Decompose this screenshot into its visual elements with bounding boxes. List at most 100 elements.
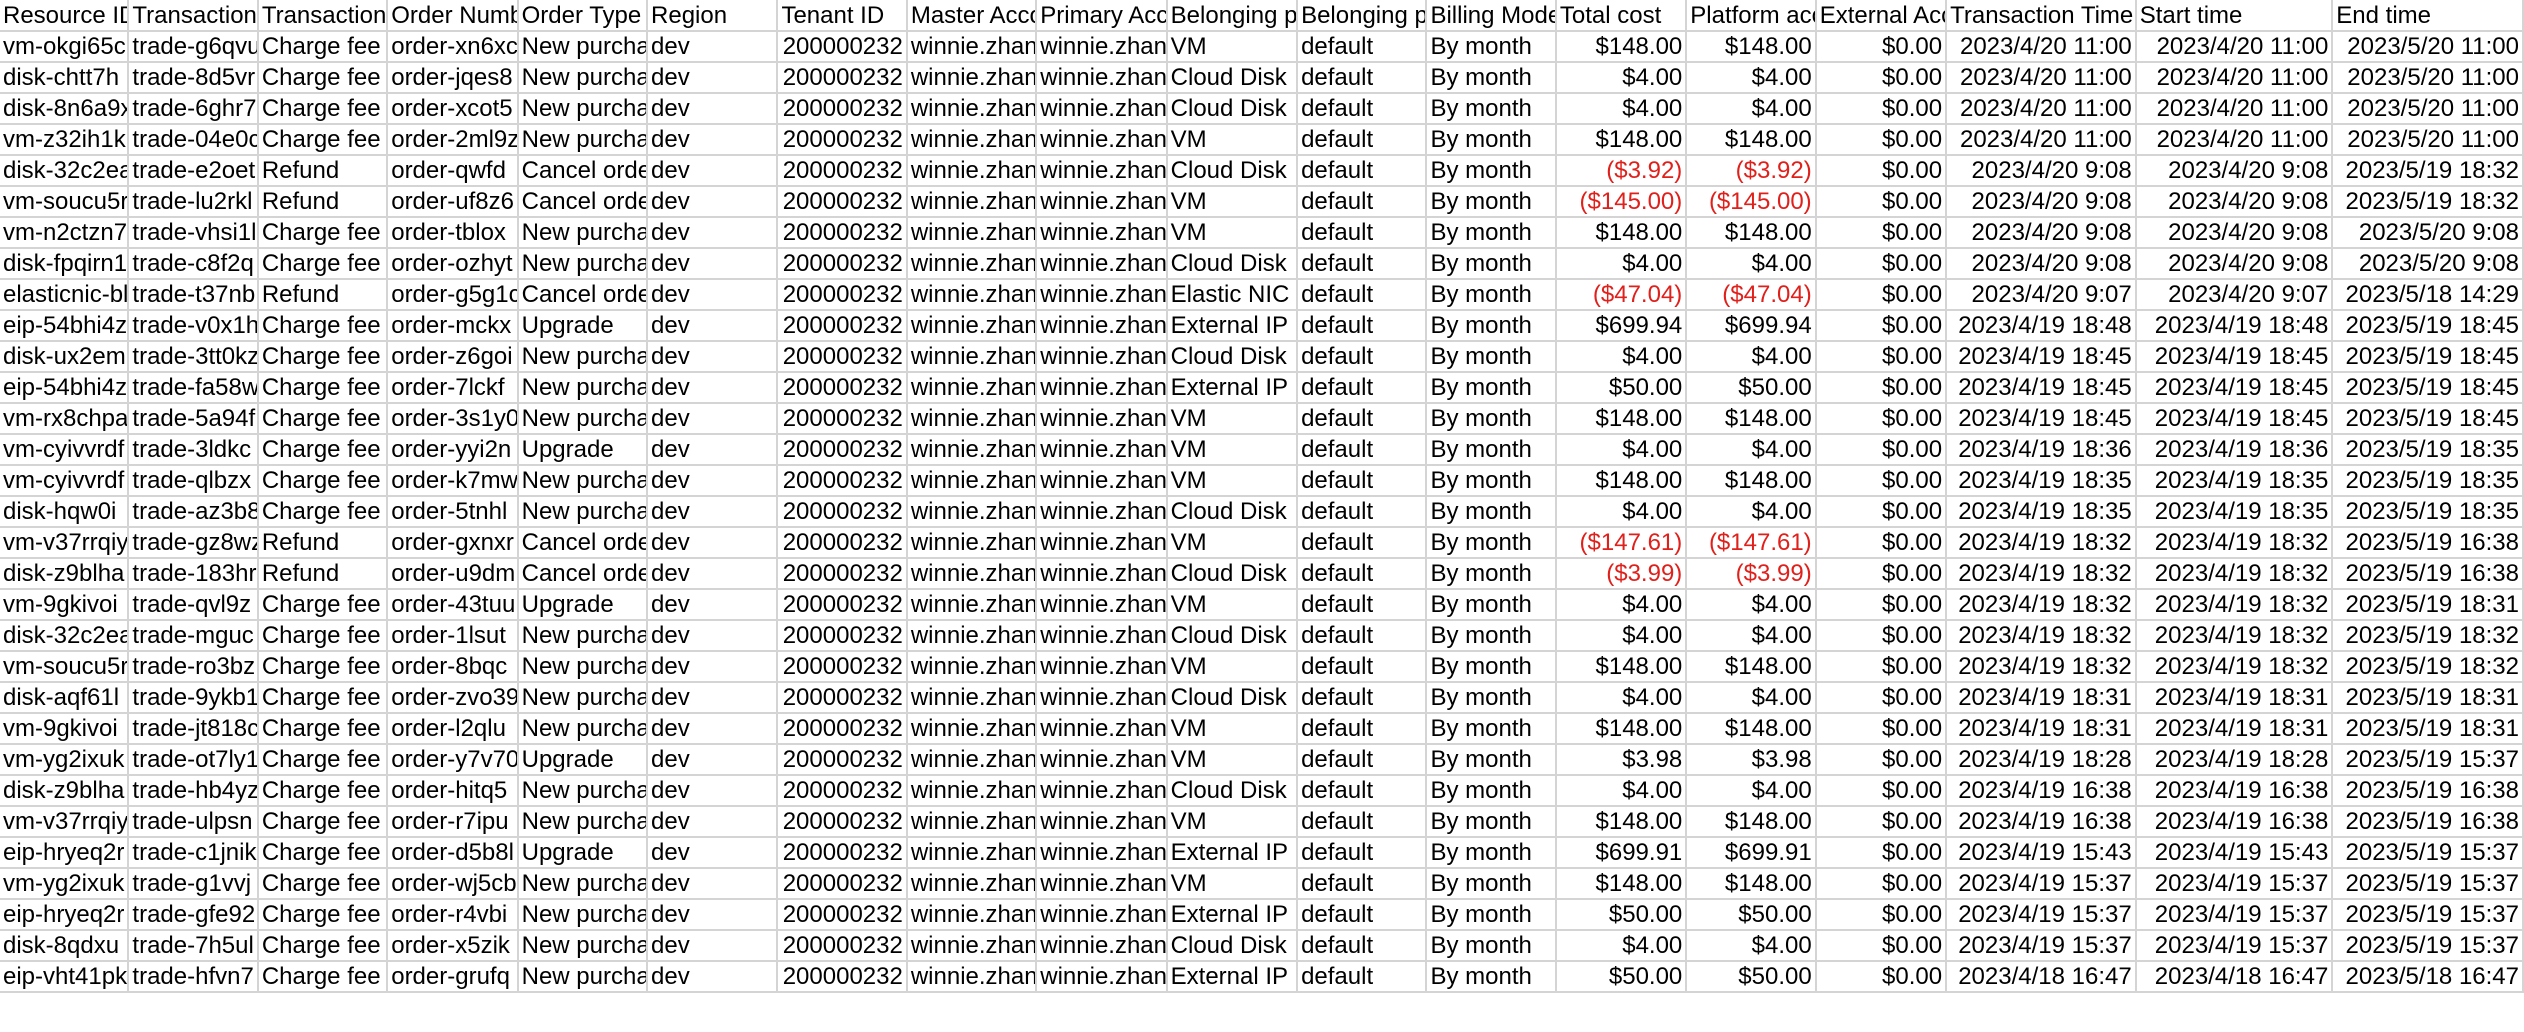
table-cell[interactable]: By month [1426,403,1557,435]
table-cell[interactable]: eip-hryeq2r [0,837,130,869]
table-cell[interactable]: $50.00 [1686,372,1817,404]
table-cell[interactable]: Cloud Disk [1166,682,1299,714]
table-cell[interactable]: 2023/4/19 16:38 [2135,775,2334,807]
table-cell[interactable]: VM [1166,124,1299,156]
table-cell[interactable]: By month [1426,527,1557,559]
table-cell[interactable]: trade-3tt0kz [128,341,259,373]
table-cell[interactable]: 2023/4/20 11:00 [2135,124,2334,156]
table-cell[interactable]: Refund [257,186,389,218]
table-cell[interactable]: winnie.zhan [1036,775,1168,807]
table-cell[interactable]: 2023/5/19 18:45 [2332,341,2524,373]
table-cell[interactable]: dev [647,868,779,900]
table-cell[interactable]: 200000232 [777,217,908,249]
table-cell[interactable]: 2023/4/19 18:32 [2135,527,2334,559]
table-cell[interactable]: $0.00 [1815,341,1948,373]
table-cell[interactable]: winnie.zhan [1036,155,1168,187]
table-cell[interactable]: 200000232 [777,403,908,435]
table-cell[interactable]: $148.00 [1555,868,1688,900]
table-cell[interactable]: vm-v37rrqiy [0,527,130,559]
table-cell[interactable]: $4.00 [1555,434,1688,466]
table-cell[interactable]: 2023/4/20 9:08 [2135,217,2334,249]
table-cell[interactable]: 2023/4/20 11:00 [1946,31,2137,63]
table-cell[interactable]: trade-hfvn7 [128,961,259,993]
table-cell[interactable]: winnie.zhan [906,651,1038,683]
table-cell[interactable]: 2023/4/19 15:37 [2135,868,2334,900]
table-cell[interactable]: ($147.61) [1555,527,1688,559]
table-cell[interactable]: 2023/5/20 9:08 [2332,217,2524,249]
table-cell[interactable]: Upgrade [517,744,649,776]
table-cell[interactable]: trade-7h5ul [128,930,259,962]
table-cell[interactable]: 2023/4/19 15:37 [1946,930,2137,962]
table-cell[interactable]: Cloud Disk [1166,248,1299,280]
table-cell[interactable]: 2023/4/18 16:47 [2135,961,2334,993]
table-cell[interactable]: 2023/5/19 18:35 [2332,465,2524,497]
table-cell[interactable]: trade-ro3bz [128,651,259,683]
table-cell[interactable]: 200000232 [777,434,908,466]
table-cell[interactable]: $0.00 [1815,744,1948,776]
table-cell[interactable]: 200000232 [777,248,908,280]
table-cell[interactable]: trade-mguc [128,620,259,652]
table-cell[interactable]: $148.00 [1686,124,1817,156]
table-cell[interactable]: dev [647,961,779,993]
table-cell[interactable]: Cloud Disk [1166,930,1299,962]
table-cell[interactable]: By month [1426,124,1557,156]
table-cell[interactable]: Charge fee [257,589,389,621]
table-cell[interactable]: winnie.zhan [906,155,1038,187]
table-cell[interactable]: 2023/4/18 16:47 [1946,961,2137,993]
table-cell[interactable]: dev [647,62,779,94]
table-cell[interactable]: trade-t37nb [128,279,259,311]
table-cell[interactable]: trade-ot7ly1 [128,744,259,776]
table-cell[interactable]: trade-hb4yz [128,775,259,807]
table-cell[interactable]: New purcha [517,93,649,125]
table-cell[interactable]: winnie.zhan [906,341,1038,373]
table-cell[interactable]: order-7lckf [387,372,519,404]
table-cell[interactable]: By month [1426,155,1557,187]
table-cell[interactable]: $148.00 [1555,217,1688,249]
table-cell[interactable]: dev [647,496,779,528]
table-cell[interactable]: disk-8n6a9x [0,93,130,125]
table-cell[interactable]: winnie.zhan [906,248,1038,280]
table-cell[interactable]: winnie.zhan [1036,31,1168,63]
table-cell[interactable]: $148.00 [1686,403,1817,435]
table-cell[interactable]: $3.98 [1686,744,1817,776]
table-cell[interactable]: By month [1426,372,1557,404]
table-cell[interactable]: 2023/4/19 18:36 [2135,434,2334,466]
table-cell[interactable]: trade-jt818c [128,713,259,745]
table-cell[interactable]: 200000232 [777,744,908,776]
table-cell[interactable]: Charge fee [257,434,389,466]
column-header[interactable]: End time [2332,0,2524,32]
table-cell[interactable]: $148.00 [1686,465,1817,497]
table-cell[interactable]: order-gxnxr [387,527,519,559]
table-cell[interactable]: ($145.00) [1555,186,1688,218]
table-cell[interactable]: New purcha [517,713,649,745]
table-cell[interactable]: 2023/4/19 18:32 [2135,651,2334,683]
table-cell[interactable]: order-xn6xc [387,31,519,63]
table-cell[interactable]: trade-qvl9z [128,589,259,621]
table-cell[interactable]: Cloud Disk [1166,62,1299,94]
table-cell[interactable]: dev [647,434,779,466]
table-cell[interactable]: $4.00 [1686,682,1817,714]
table-cell[interactable]: 2023/4/19 18:31 [1946,682,2137,714]
table-cell[interactable]: Charge fee [257,961,389,993]
table-cell[interactable]: 200000232 [777,372,908,404]
table-cell[interactable]: 2023/5/19 16:38 [2332,558,2524,590]
table-cell[interactable]: trade-9ykb1 [128,682,259,714]
table-cell[interactable]: 200000232 [777,93,908,125]
table-cell[interactable]: 200000232 [777,682,908,714]
table-cell[interactable]: winnie.zhan [1036,620,1168,652]
table-cell[interactable]: Upgrade [517,589,649,621]
table-cell[interactable]: Refund [257,527,389,559]
table-cell[interactable]: 2023/4/20 9:08 [2135,248,2334,280]
table-cell[interactable]: order-xcot5 [387,93,519,125]
table-cell[interactable]: $0.00 [1815,713,1948,745]
table-cell[interactable]: winnie.zhan [1036,651,1168,683]
table-cell[interactable]: winnie.zhan [906,465,1038,497]
table-cell[interactable]: order-r7ipu [387,806,519,838]
table-cell[interactable]: 200000232 [777,465,908,497]
table-cell[interactable]: trade-183hr [128,558,259,590]
table-cell[interactable]: $4.00 [1686,496,1817,528]
table-cell[interactable]: By month [1426,341,1557,373]
table-cell[interactable]: $0.00 [1815,682,1948,714]
table-cell[interactable]: Charge fee [257,620,389,652]
table-cell[interactable]: Cancel orde [517,155,649,187]
